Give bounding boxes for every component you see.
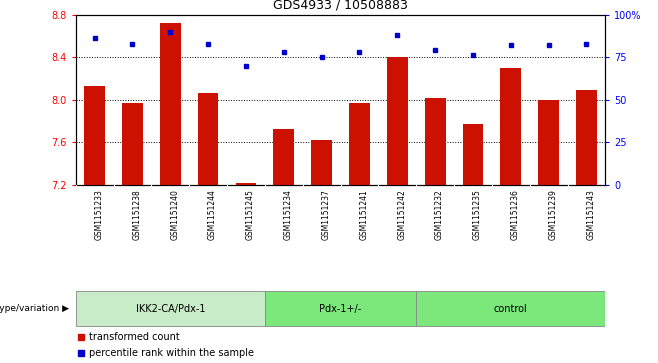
Text: GSM1151240: GSM1151240 bbox=[170, 189, 179, 240]
Bar bbox=[311, 140, 332, 185]
Text: GSM1151232: GSM1151232 bbox=[435, 189, 444, 240]
Text: GSM1151245: GSM1151245 bbox=[246, 189, 255, 240]
Bar bbox=[500, 68, 521, 185]
Bar bbox=[576, 90, 597, 185]
Text: IKK2-CA/Pdx-1: IKK2-CA/Pdx-1 bbox=[136, 303, 205, 314]
Text: GSM1151239: GSM1151239 bbox=[549, 189, 557, 240]
Bar bbox=[387, 57, 408, 185]
Bar bbox=[538, 100, 559, 185]
Text: GSM1151234: GSM1151234 bbox=[284, 189, 293, 240]
Bar bbox=[273, 129, 294, 185]
Bar bbox=[197, 93, 218, 185]
Bar bbox=[236, 183, 257, 185]
Text: percentile rank within the sample: percentile rank within the sample bbox=[89, 348, 254, 358]
FancyBboxPatch shape bbox=[417, 291, 605, 326]
Text: control: control bbox=[494, 303, 528, 314]
Text: GSM1151237: GSM1151237 bbox=[322, 189, 330, 240]
FancyBboxPatch shape bbox=[76, 291, 265, 326]
Text: GSM1151241: GSM1151241 bbox=[359, 189, 368, 240]
Text: genotype/variation ▶: genotype/variation ▶ bbox=[0, 304, 69, 313]
Bar bbox=[122, 103, 143, 185]
Bar bbox=[84, 86, 105, 185]
Bar bbox=[160, 23, 181, 185]
Bar bbox=[463, 125, 484, 185]
Text: transformed count: transformed count bbox=[89, 332, 180, 342]
Title: GDS4933 / 10508883: GDS4933 / 10508883 bbox=[273, 0, 408, 12]
Bar bbox=[424, 98, 445, 185]
Bar bbox=[349, 103, 370, 185]
Text: GSM1151233: GSM1151233 bbox=[95, 189, 103, 240]
Text: GSM1151235: GSM1151235 bbox=[473, 189, 482, 240]
Text: GSM1151236: GSM1151236 bbox=[511, 189, 520, 240]
FancyBboxPatch shape bbox=[265, 291, 417, 326]
Text: Pdx-1+/-: Pdx-1+/- bbox=[319, 303, 362, 314]
Text: GSM1151243: GSM1151243 bbox=[586, 189, 595, 240]
Text: GSM1151238: GSM1151238 bbox=[132, 189, 141, 240]
Text: GSM1151244: GSM1151244 bbox=[208, 189, 217, 240]
Text: GSM1151242: GSM1151242 bbox=[397, 189, 406, 240]
